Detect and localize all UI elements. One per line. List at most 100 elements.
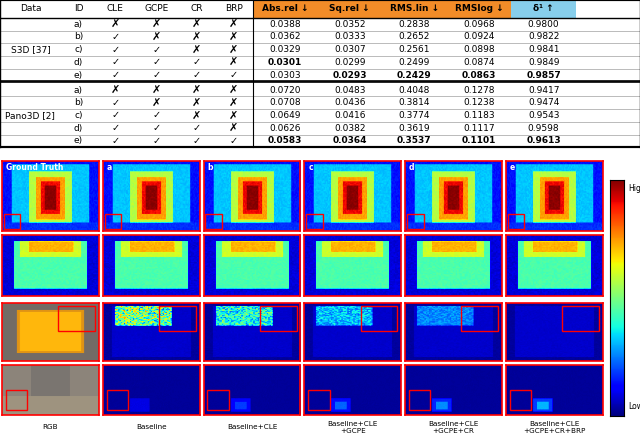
Text: ✓: ✓ — [230, 136, 237, 146]
Bar — [317, 0, 382, 18]
Text: ✗: ✗ — [229, 19, 238, 29]
Text: a: a — [107, 163, 112, 172]
Text: ✓: ✓ — [193, 123, 201, 133]
Text: ✓: ✓ — [111, 45, 119, 55]
Text: ✓: ✓ — [230, 70, 237, 80]
Bar — [447, 0, 511, 18]
Bar — [105, 214, 121, 229]
Text: ✓: ✓ — [153, 45, 161, 55]
Text: 0.4048: 0.4048 — [399, 86, 430, 94]
Text: Pano3D [2]: Pano3D [2] — [6, 111, 55, 120]
Text: d: d — [409, 163, 415, 172]
Text: ✗: ✗ — [229, 111, 238, 121]
Text: ✗: ✗ — [229, 45, 238, 55]
Text: 0.9822: 0.9822 — [528, 32, 559, 42]
Text: ✓: ✓ — [111, 123, 119, 133]
Text: ✗: ✗ — [152, 32, 161, 42]
Text: ✓: ✓ — [111, 57, 119, 67]
Text: 0.0388: 0.0388 — [269, 20, 301, 29]
Text: 0.0583: 0.0583 — [268, 136, 302, 146]
Text: GCPE: GCPE — [145, 4, 169, 14]
Text: 0.3774: 0.3774 — [399, 111, 430, 120]
Text: e): e) — [74, 136, 83, 146]
Text: 0.2561: 0.2561 — [399, 45, 430, 54]
Text: 0.0924: 0.0924 — [463, 32, 495, 42]
Text: d): d) — [74, 58, 83, 67]
Text: b): b) — [74, 98, 83, 107]
Text: 0.9841: 0.9841 — [528, 45, 559, 54]
Text: 0.1117: 0.1117 — [463, 124, 495, 133]
Bar — [159, 306, 196, 331]
Text: c: c — [308, 163, 313, 172]
Text: ✓: ✓ — [153, 136, 161, 146]
Text: RMS.lin ↓: RMS.lin ↓ — [390, 4, 439, 14]
Text: 0.9849: 0.9849 — [528, 58, 559, 67]
Bar — [382, 0, 447, 18]
Text: ID: ID — [74, 4, 83, 14]
Text: 0.9417: 0.9417 — [528, 86, 559, 94]
Bar — [253, 0, 317, 18]
Text: 0.2838: 0.2838 — [399, 20, 430, 29]
Bar — [260, 306, 296, 331]
Text: 0.0898: 0.0898 — [463, 45, 495, 54]
Text: c): c) — [74, 45, 83, 54]
Text: 0.0874: 0.0874 — [463, 58, 495, 67]
Text: ✗: ✗ — [192, 85, 202, 95]
Text: ✓: ✓ — [153, 123, 161, 133]
Text: 0.0483: 0.0483 — [334, 86, 365, 94]
Text: 0.0649: 0.0649 — [269, 111, 301, 120]
Text: ✓: ✓ — [153, 111, 161, 121]
Text: ✓: ✓ — [111, 32, 119, 42]
Text: ✗: ✗ — [229, 98, 238, 108]
Bar — [562, 306, 599, 331]
Text: Low: Low — [628, 402, 640, 411]
Text: 0.0333: 0.0333 — [334, 32, 365, 42]
Text: a): a) — [74, 20, 83, 29]
Text: 0.9543: 0.9543 — [528, 111, 559, 120]
Text: 0.0352: 0.0352 — [334, 20, 365, 29]
Text: 0.9857: 0.9857 — [526, 70, 561, 80]
Text: 0.0364: 0.0364 — [333, 136, 367, 146]
Text: 0.1238: 0.1238 — [463, 98, 495, 107]
Bar — [107, 390, 128, 409]
Text: 0.9613: 0.9613 — [526, 136, 561, 146]
Bar — [360, 306, 397, 331]
Text: ✓: ✓ — [111, 111, 119, 121]
Text: Baseline+CLE
+GCPE+CR: Baseline+CLE +GCPE+CR — [428, 421, 479, 434]
Text: 0.1278: 0.1278 — [463, 86, 495, 94]
Text: High: High — [628, 184, 640, 194]
Text: e: e — [510, 163, 515, 172]
Text: ✗: ✗ — [192, 98, 202, 108]
Bar — [205, 214, 222, 229]
Text: 0.0436: 0.0436 — [334, 98, 365, 107]
Text: ✓: ✓ — [193, 136, 201, 146]
Bar — [511, 0, 576, 18]
Text: 0.0708: 0.0708 — [269, 98, 301, 107]
Text: 0.1101: 0.1101 — [462, 136, 496, 146]
Text: ✓: ✓ — [111, 136, 119, 146]
Text: 0.2652: 0.2652 — [399, 32, 430, 42]
Bar — [307, 214, 323, 229]
Text: ✗: ✗ — [152, 19, 161, 29]
Text: d): d) — [74, 124, 83, 133]
Text: Baseline+CLE
+GCPE+CR+BRP: Baseline+CLE +GCPE+CR+BRP — [524, 421, 586, 434]
Text: ✗: ✗ — [152, 85, 161, 95]
Text: 0.0301: 0.0301 — [268, 58, 302, 67]
Bar — [6, 390, 27, 409]
Text: 0.1183: 0.1183 — [463, 111, 495, 120]
Text: ✗: ✗ — [192, 32, 202, 42]
Text: CLE: CLE — [107, 4, 124, 14]
Text: RGB: RGB — [43, 424, 58, 430]
Text: RMSlog ↓: RMSlog ↓ — [455, 4, 503, 14]
Text: 0.0382: 0.0382 — [334, 124, 365, 133]
Text: 0.0307: 0.0307 — [334, 45, 365, 54]
Bar — [461, 306, 498, 331]
Text: Abs.rel ↓: Abs.rel ↓ — [262, 4, 308, 14]
Text: 0.0293: 0.0293 — [333, 70, 367, 80]
Text: 0.0626: 0.0626 — [269, 124, 301, 133]
Text: 0.0416: 0.0416 — [334, 111, 365, 120]
Text: ✗: ✗ — [192, 45, 202, 55]
Text: c): c) — [74, 111, 83, 120]
Text: Baseline: Baseline — [136, 424, 166, 430]
Text: 0.9598: 0.9598 — [528, 124, 559, 133]
